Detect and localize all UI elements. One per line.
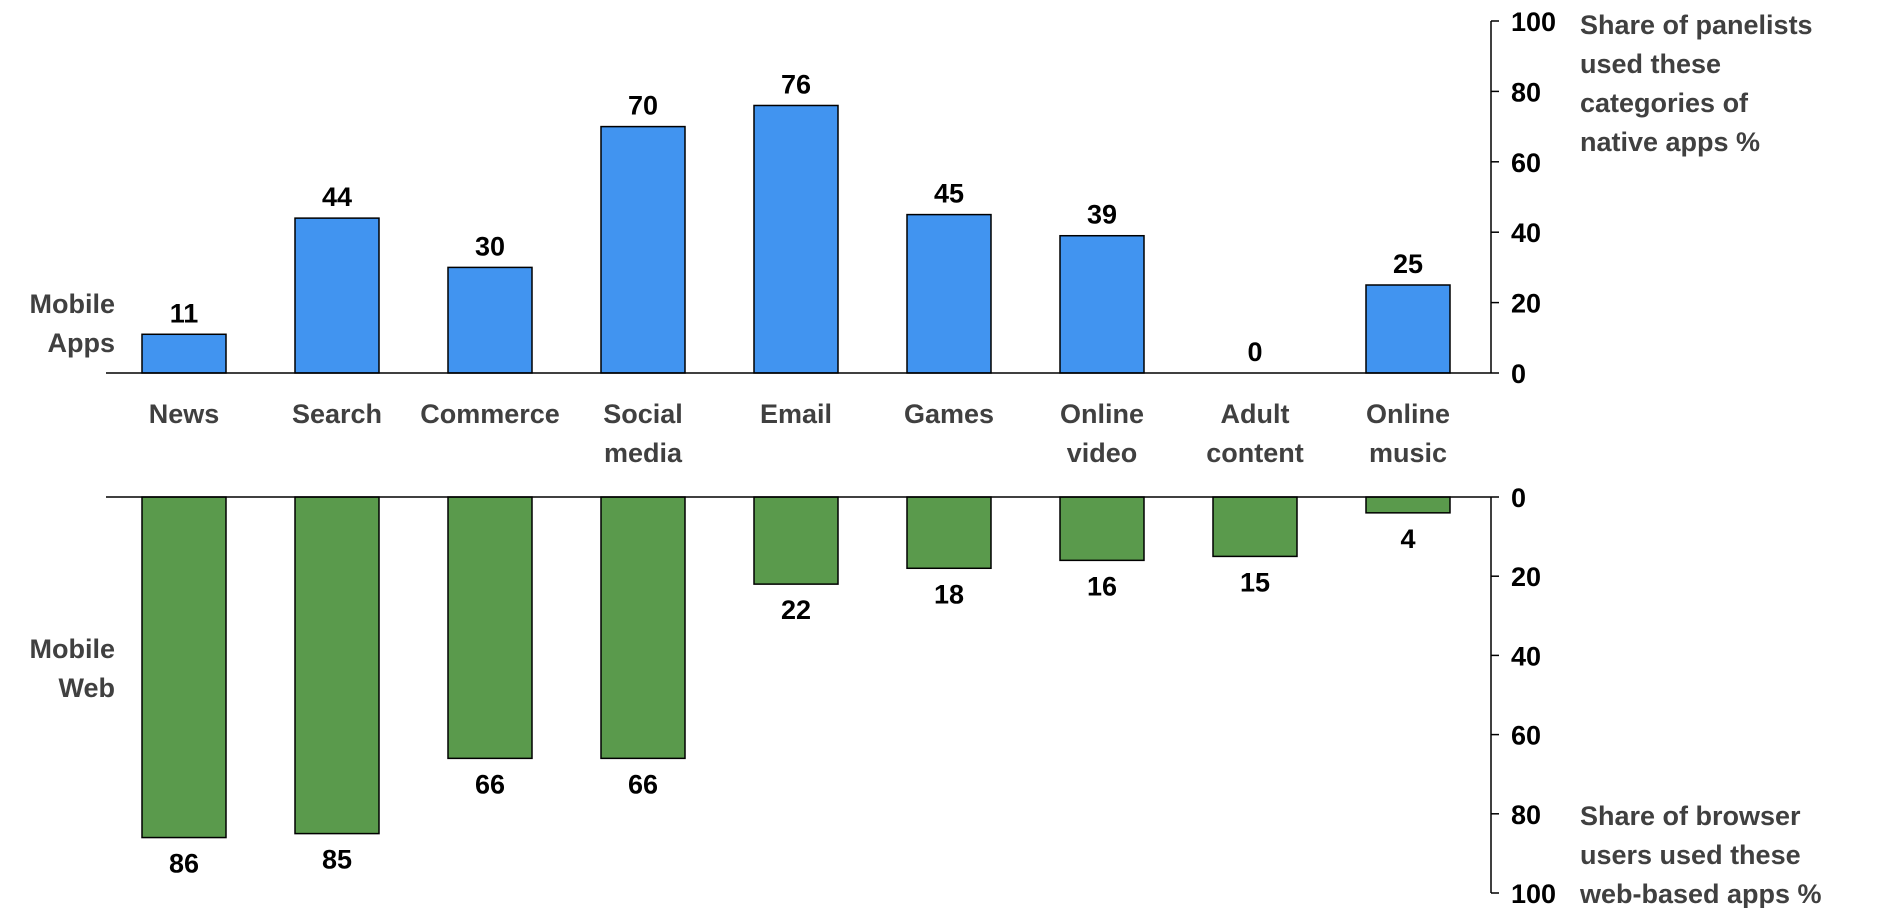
- apps-bar: [447, 266, 533, 374]
- apps-value-label: 25: [1393, 249, 1423, 279]
- web-y-tick-label: 0: [1511, 483, 1526, 513]
- category-label: music: [1369, 438, 1447, 468]
- apps-axis-title: categories of: [1580, 88, 1749, 118]
- apps-value-label: 39: [1087, 200, 1117, 230]
- category-label: video: [1067, 438, 1138, 468]
- apps-bar: [141, 333, 227, 374]
- apps-bar: [1059, 234, 1145, 374]
- apps-row-label: Mobile: [30, 289, 116, 319]
- apps-value-label: 70: [628, 91, 658, 121]
- web-value-label: 4: [1400, 524, 1415, 554]
- apps-axis-title: native apps %: [1580, 127, 1760, 157]
- apps-value-label: 44: [322, 182, 352, 212]
- category-label: Online: [1366, 399, 1450, 429]
- web-axis-title: Share of browser: [1580, 801, 1801, 831]
- category-label: Email: [760, 399, 832, 429]
- apps-y-tick-label: 60: [1511, 148, 1541, 178]
- web-bar: [600, 496, 686, 760]
- web-row-label: Mobile: [30, 634, 116, 664]
- apps-y-tick-label: 80: [1511, 77, 1541, 107]
- web-bar: [753, 496, 839, 585]
- apps-value-label: 30: [475, 231, 505, 261]
- web-value-label: 86: [169, 849, 199, 879]
- web-y-tick-label: 80: [1511, 800, 1541, 830]
- category-label: News: [149, 399, 220, 429]
- web-value-label: 22: [781, 595, 811, 625]
- web-value-label: 16: [1087, 571, 1117, 601]
- web-y-tick-label: 100: [1511, 879, 1556, 908]
- apps-y-tick-label: 0: [1511, 359, 1526, 389]
- apps-row-label: Apps: [48, 328, 116, 358]
- web-bar: [447, 496, 533, 760]
- web-y-tick-label: 40: [1511, 641, 1541, 671]
- category-label: Commerce: [420, 399, 560, 429]
- category-label: Online: [1060, 399, 1144, 429]
- category-label: Adult: [1221, 399, 1290, 429]
- web-value-label: 66: [628, 769, 658, 799]
- apps-value-label: 76: [781, 69, 811, 99]
- web-axis-title: web-based apps %: [1579, 879, 1822, 908]
- web-bar: [294, 496, 380, 835]
- web-value-label: 18: [934, 579, 964, 609]
- apps-y-tick-label: 100: [1511, 7, 1556, 37]
- apps-y-tick-label: 40: [1511, 218, 1541, 248]
- web-value-label: 85: [322, 845, 352, 875]
- web-y-tick-label: 20: [1511, 562, 1541, 592]
- web-y-tick-label: 60: [1511, 721, 1541, 751]
- web-bar: [906, 496, 992, 570]
- apps-value-label: 11: [170, 298, 199, 328]
- category-label: Search: [292, 399, 382, 429]
- apps-value-label: 0: [1247, 337, 1262, 367]
- apps-bar: [294, 217, 380, 374]
- apps-bar: [600, 125, 686, 374]
- apps-bar: [1365, 284, 1451, 374]
- category-label: content: [1206, 438, 1304, 468]
- apps-bar: [753, 104, 839, 374]
- web-bar: [1365, 496, 1451, 514]
- web-row-label: Web: [58, 673, 115, 703]
- apps-bar: [906, 213, 992, 374]
- apps-axis-title: used these: [1580, 49, 1721, 79]
- web-bar: [1212, 496, 1298, 558]
- web-axis-title: users used these: [1580, 840, 1801, 870]
- web-bar: [1059, 496, 1145, 562]
- apps-y-tick-label: 20: [1511, 289, 1541, 319]
- category-label: Games: [904, 399, 994, 429]
- apps-axis-title: Share of panelists: [1580, 10, 1813, 40]
- web-value-label: 66: [475, 769, 505, 799]
- category-label: media: [604, 438, 683, 468]
- apps-value-label: 45: [934, 179, 964, 209]
- category-label: Social: [603, 399, 683, 429]
- web-value-label: 15: [1240, 567, 1270, 597]
- web-bar: [141, 496, 227, 839]
